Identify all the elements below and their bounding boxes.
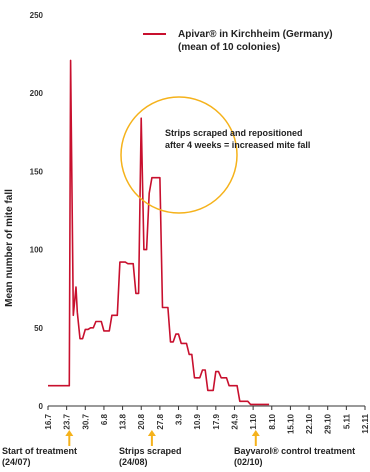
- series-line: [48, 59, 270, 406]
- x-axis: 16.7 23.7 30.7 6.8 13.8 20.8 27.8 3.9 10.9 17.9 24…: [44, 405, 370, 434]
- event-date: (24/08): [119, 457, 148, 467]
- event-label: Start of treatment: [2, 446, 77, 456]
- x-tick-label: 16.7: [44, 413, 53, 429]
- event-marker: [147, 430, 156, 446]
- annotation: Strips scraped and repositioned after 4 …: [120, 96, 310, 214]
- x-tick-label: 10.9: [193, 413, 202, 429]
- x-tick-label: 15.10: [286, 413, 295, 434]
- event-label: Bayvarol® control treatment: [234, 446, 355, 456]
- x-tick-label: 22.10: [305, 413, 314, 434]
- x-tick-label: 12.11: [361, 413, 370, 433]
- event-label: Strips scraped: [119, 446, 182, 456]
- y-tick-label: 100: [30, 246, 44, 255]
- y-tick-label: 150: [30, 167, 44, 176]
- event-date: (02/10): [234, 457, 263, 467]
- series-layer: [48, 59, 270, 406]
- annotation-text-line1: Strips scraped and repositioned: [165, 128, 303, 138]
- x-tick-label: 8.10: [268, 413, 277, 429]
- annotation-circle: [120, 96, 238, 214]
- legend: Apivar® in Kirchheim (Germany) (mean of …: [143, 29, 333, 53]
- x-tick-label: 27.8: [156, 413, 165, 429]
- event-marker: [251, 430, 260, 446]
- event-markers: Start of treatment(24/07)Strips scraped(…: [2, 430, 355, 467]
- y-tick-label: 50: [34, 324, 43, 333]
- x-tick-label: 23.7: [63, 413, 72, 429]
- event-marker: [65, 430, 74, 446]
- x-tick-label: 1.10: [249, 413, 258, 429]
- x-tick-label: 24.9: [230, 413, 239, 429]
- arrow-up-icon: [65, 430, 74, 436]
- y-tick-label: 0: [39, 402, 44, 411]
- y-tick-label: 200: [30, 89, 44, 98]
- arrow-up-icon: [147, 430, 156, 436]
- event-date: (24/07): [2, 457, 31, 467]
- y-tick-label: 250: [30, 11, 44, 20]
- x-tick-label: 6.8: [100, 413, 109, 425]
- x-tick-label: 20.8: [137, 413, 146, 429]
- x-tick-label: 13.8: [119, 413, 128, 429]
- x-tick-label: 29.10: [324, 413, 333, 434]
- x-tick-label: 30.7: [81, 413, 90, 429]
- x-tick-label: 3.9: [175, 413, 184, 425]
- legend-series-sublabel: (mean of 10 colonies): [178, 42, 280, 53]
- x-tick-label: 5.11: [342, 413, 351, 429]
- arrow-up-icon: [251, 430, 260, 436]
- legend-series-label: Apivar® in Kirchheim (Germany): [178, 29, 333, 40]
- y-axis: 0 50 100 150 200 250: [30, 11, 44, 411]
- y-axis-label: Mean number of mite fall: [4, 189, 15, 307]
- annotation-text-line2: after 4 weeks = increased mite fall: [165, 140, 310, 150]
- x-tick-label: 17.9: [212, 413, 221, 429]
